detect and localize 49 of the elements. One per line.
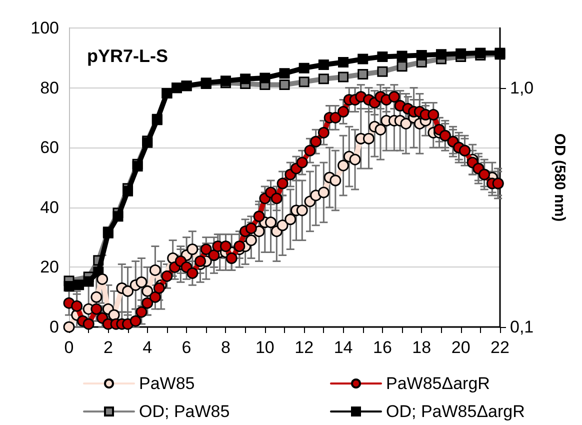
y-tick-label: 80 bbox=[40, 78, 59, 98]
legend-label: OD; PaW85 bbox=[139, 402, 230, 421]
point bbox=[338, 72, 349, 82]
y2-axis-title: OD (580 nm) bbox=[551, 133, 568, 222]
x-tick-label: 10 bbox=[255, 338, 274, 357]
point bbox=[279, 80, 290, 90]
point bbox=[318, 59, 329, 70]
point bbox=[132, 161, 143, 172]
y-tick-label: 100 bbox=[30, 18, 59, 38]
legend-label: PaW85ΔargR bbox=[386, 374, 490, 393]
point bbox=[436, 49, 446, 60]
point bbox=[416, 50, 427, 60]
point bbox=[279, 68, 290, 79]
y-tick-label: 60 bbox=[40, 138, 59, 158]
x-tick-label: 16 bbox=[372, 338, 392, 357]
point bbox=[298, 76, 310, 88]
x-tick-label: 8 bbox=[220, 338, 230, 357]
y2-tick-label: 0,1 bbox=[510, 318, 534, 336]
point bbox=[358, 69, 368, 80]
x-tick-label: 18 bbox=[412, 338, 432, 357]
x-tick-label: 22 bbox=[490, 338, 510, 357]
x-tick-label: 14 bbox=[334, 338, 353, 357]
point bbox=[358, 54, 368, 64]
point bbox=[240, 74, 251, 84]
x-tick-label: 0 bbox=[64, 338, 74, 357]
y-tick-label: 40 bbox=[40, 198, 59, 217]
point bbox=[318, 74, 329, 84]
point bbox=[112, 211, 124, 222]
legend-label: OD; PaW85ΔargR bbox=[386, 402, 525, 421]
y-tick-label: 20 bbox=[40, 258, 59, 277]
point bbox=[396, 50, 408, 62]
y-tick-label: 0 bbox=[50, 318, 59, 336]
legend-label: PaW85 bbox=[139, 374, 195, 393]
point bbox=[338, 56, 349, 68]
x-tick-label: 2 bbox=[103, 338, 113, 357]
text: pYR7-L-S bbox=[87, 46, 168, 66]
point bbox=[83, 276, 94, 287]
point bbox=[456, 48, 466, 59]
point bbox=[122, 186, 134, 196]
x-tick-label: 6 bbox=[182, 338, 192, 357]
point bbox=[377, 51, 388, 62]
point bbox=[260, 72, 270, 84]
point bbox=[298, 62, 310, 74]
point bbox=[377, 66, 388, 77]
x-tick-label: 20 bbox=[451, 338, 470, 357]
x-tick-label: 4 bbox=[142, 338, 152, 357]
x-tick-label: 12 bbox=[294, 338, 314, 357]
point bbox=[396, 61, 408, 72]
y2-tick-label: 1,0 bbox=[510, 78, 534, 98]
